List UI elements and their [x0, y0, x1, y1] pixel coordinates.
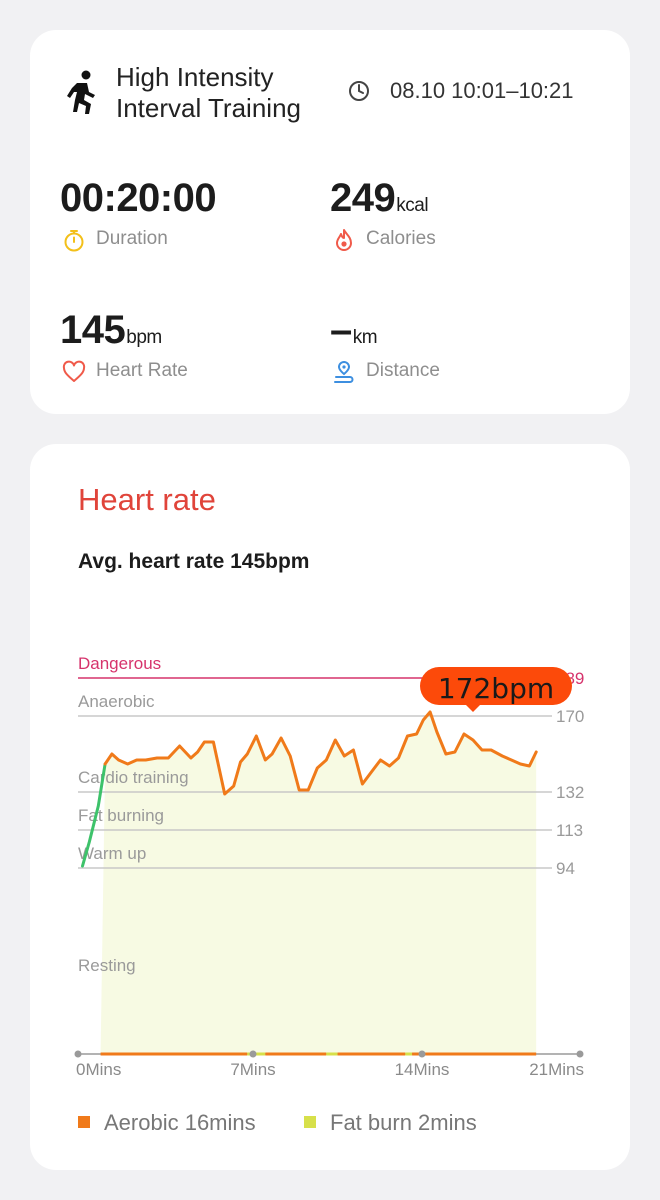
y-tick-label: 170: [556, 707, 584, 726]
y-tick-label: 132: [556, 783, 584, 802]
workout-title: High Intensity Interval Training: [116, 62, 301, 123]
x-tick-label: 14Mins: [395, 1060, 450, 1079]
peak-callout-label: 172bpm: [438, 672, 554, 705]
location-route-icon: [334, 360, 354, 383]
heart-rate-unit: bpm: [126, 327, 162, 348]
clock-icon: [349, 81, 369, 101]
calories-metric: 249kcal Calories: [330, 176, 436, 251]
y-tick-label: 94: [556, 859, 575, 878]
heart-rate-title: Heart rate: [78, 482, 216, 517]
workout-summary-card: High Intensity Interval Training 08.10 1…: [30, 30, 630, 414]
x-tick-dot: [74, 1050, 82, 1058]
calories-label: Calories: [366, 228, 436, 249]
heart-rate-area: [100, 712, 537, 1054]
calories-unit: kcal: [396, 195, 429, 216]
distance-label: Distance: [366, 360, 440, 381]
workout-time-range: 08.10 10:01–10:21: [390, 78, 574, 103]
duration-label: Duration: [96, 228, 168, 249]
stopwatch-icon: [64, 230, 84, 252]
distance-value: –: [330, 308, 352, 352]
zone-label-anaerobic: Anaerobic: [78, 692, 155, 711]
distance-unit: km: [352, 327, 378, 348]
heart-rate-line-fat-burn: [81, 762, 107, 868]
distance-metric: –km Distance: [330, 308, 440, 383]
x-tick-dot: [249, 1050, 257, 1058]
legend-aerobic: Aerobic 16mins: [78, 1110, 256, 1136]
legend-fat-burn: Fat burn 2mins: [304, 1110, 477, 1136]
legend-aerobic-label: Aerobic 16mins: [104, 1110, 256, 1135]
heart-rate-value: 145: [60, 308, 126, 352]
zone-label-fat-burning: Fat burning: [78, 806, 164, 825]
flame-icon: [336, 229, 352, 251]
y-tick-label: 113: [556, 821, 583, 840]
x-tick-label: 0Mins: [76, 1060, 121, 1079]
heart-rate-metric: 145bpm Heart Rate: [60, 308, 188, 382]
zone-label-cardio-training: Cardio training: [78, 768, 189, 787]
x-tick-label: 7Mins: [230, 1060, 275, 1079]
legend-fat-burn-swatch: [304, 1116, 316, 1128]
duration-value: 00:20:00: [60, 176, 217, 220]
x-tick-dot: [418, 1050, 426, 1058]
legend-aerobic-swatch: [78, 1116, 90, 1128]
heart-rate-chart: Dangerous Anaerobic Cardio training Fat bur…: [74, 654, 584, 1079]
duration-metric: 00:20:00 Duration: [60, 176, 217, 252]
heart-rate-label: Heart Rate: [96, 360, 188, 381]
peak-callout-pointer: [465, 704, 481, 712]
heart-rate-line-aerobic: [103, 710, 538, 796]
legend-fat-burn-label: Fat burn 2mins: [330, 1110, 477, 1135]
avg-heart-rate: Avg. heart rate 145bpm: [78, 550, 310, 573]
running-person-icon: [67, 70, 95, 114]
heart-icon: [62, 360, 86, 382]
zone-label-warm-up: Warm up: [78, 844, 146, 863]
zone-label-dangerous: Dangerous: [78, 654, 161, 673]
zone-label-resting: Resting: [78, 956, 136, 975]
peak-callout: [420, 667, 572, 705]
calories-value: 249: [330, 176, 396, 220]
x-tick-label: 21Mins: [529, 1060, 584, 1079]
x-tick-dot: [576, 1050, 584, 1058]
heart-rate-card: Heart rate Avg. heart rate 145bpm Danger…: [30, 444, 630, 1170]
